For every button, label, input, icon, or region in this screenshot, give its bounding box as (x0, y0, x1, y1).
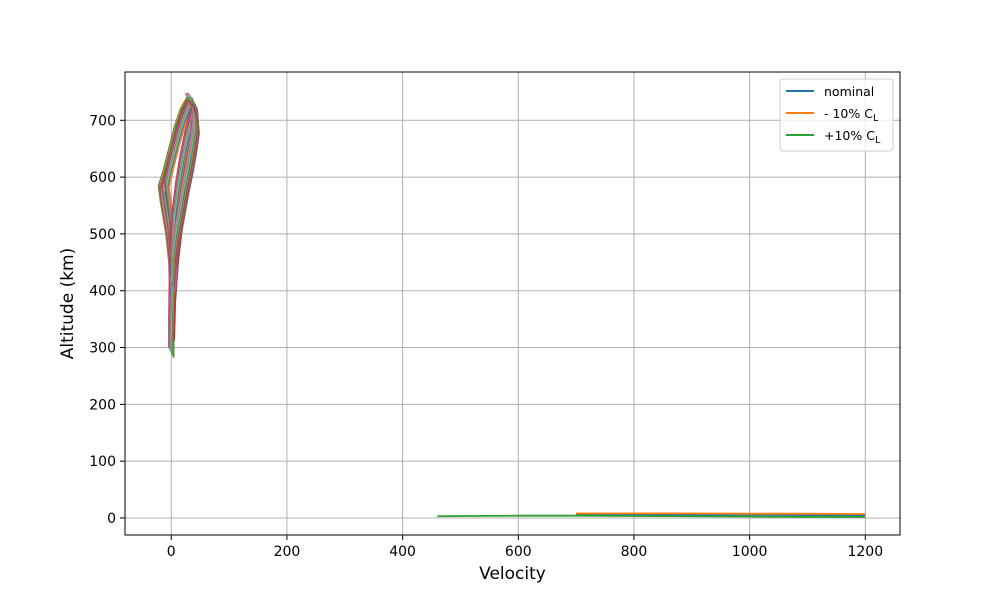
legend-box (779, 78, 894, 152)
x-tick-label: 600 (505, 544, 532, 560)
series-line (576, 513, 866, 517)
y-tick-label: 400 (89, 284, 116, 300)
series-lines (437, 512, 866, 518)
legend: nominal - 10% CL +10% CL (779, 78, 894, 152)
legend-label: - 10% CL (824, 106, 879, 124)
y-tick-label: 300 (89, 341, 116, 357)
x-tick-label: 200 (274, 544, 301, 560)
y-tick-label: 700 (89, 113, 116, 129)
x-tick-label: 400 (389, 544, 416, 560)
y-tick-label: 200 (89, 397, 116, 413)
x-tick-label: 0 (167, 544, 176, 560)
series-line (437, 514, 866, 518)
x-tick-label: 1000 (732, 544, 768, 560)
plot-frame (124, 71, 901, 536)
y-axis-label: Altitude (km) (58, 248, 78, 360)
y-tick-label: 600 (89, 170, 116, 186)
x-tick-label: 800 (621, 544, 648, 560)
y-tick-label: 500 (89, 227, 116, 243)
y-tick-label: 0 (107, 511, 116, 527)
y-tick-label: 100 (89, 454, 116, 470)
legend-label: nominal (824, 84, 874, 99)
y-axis-ticks: 0 100 200 300 400 500 600 700 (89, 113, 125, 527)
x-axis-label: Velocity (479, 564, 546, 584)
x-tick-label: 1200 (847, 544, 883, 560)
trajectory-cluster (157, 92, 200, 358)
legend-label: +10% CL (824, 128, 881, 146)
grid (125, 72, 900, 535)
trajectory-line (175, 102, 200, 267)
x-axis-ticks: 0 200 400 600 800 1000 1200 (167, 535, 883, 560)
series-line (576, 512, 866, 515)
